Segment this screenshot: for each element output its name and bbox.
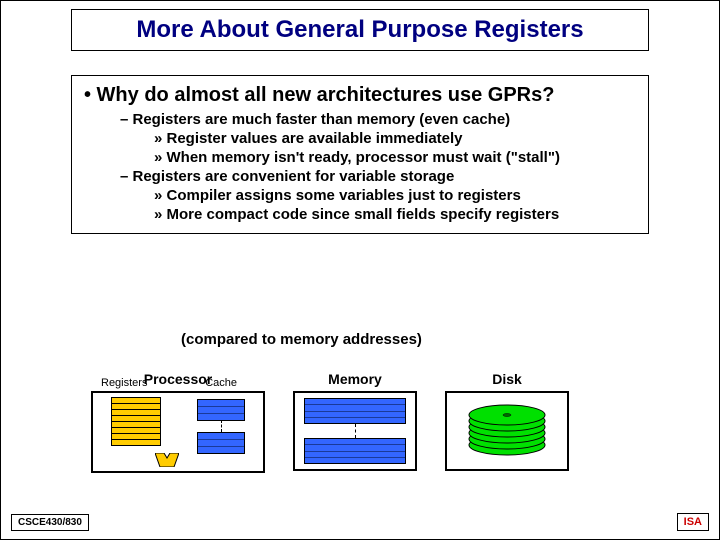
disk-icon: [462, 403, 552, 459]
bullet-l3-d-cont: (compared to memory addresses): [181, 331, 649, 348]
body-box: • Why do almost all new architectures us…: [71, 75, 649, 234]
processor-box: Registers Cache: [91, 391, 265, 473]
memory-box: [293, 391, 417, 471]
cache-gap: [221, 420, 222, 432]
memory-gap: [355, 424, 356, 438]
register-stack: [111, 397, 161, 445]
bullet-l3-c: » Compiler assigns some variables just t…: [154, 187, 636, 204]
disk-group: Disk: [445, 371, 569, 473]
memory-group: Memory: [293, 371, 417, 473]
cache-stack: [197, 399, 245, 453]
title-box: More About General Purpose Registers: [71, 9, 649, 51]
diagram-row: Processor Registers Cache: [91, 371, 659, 473]
bullet-l3-d: » More compact code since small fields s…: [154, 206, 636, 223]
footer-left: CSCE430/830: [11, 514, 89, 531]
bullet-l3-b: » When memory isn't ready, processor mus…: [154, 149, 636, 166]
memory-block: [304, 438, 406, 464]
disk-box: [445, 391, 569, 471]
alu-icon: [155, 453, 179, 467]
slide-title: More About General Purpose Registers: [82, 16, 638, 44]
cache-block: [197, 432, 245, 454]
bullet-l3-a: » Register values are available immediat…: [154, 130, 636, 147]
bullet-l2-a: – Registers are much faster than memory …: [120, 111, 636, 128]
overflow-text: (compared to memory addresses): [111, 329, 649, 350]
processor-label: Processor: [144, 371, 212, 387]
footer-right: ISA: [677, 513, 709, 531]
bullet-l1: • Why do almost all new architectures us…: [84, 84, 636, 107]
registers-label: Registers: [101, 377, 147, 389]
memory-block: [304, 398, 406, 424]
slide: More About General Purpose Registers • W…: [0, 0, 720, 540]
cache-label: Cache: [205, 377, 237, 389]
disk-label: Disk: [492, 371, 522, 387]
bullet-l2-b: – Registers are convenient for variable …: [120, 168, 636, 185]
memory-label: Memory: [328, 371, 382, 387]
cache-block: [197, 399, 245, 421]
processor-group: Processor Registers Cache: [91, 371, 265, 473]
